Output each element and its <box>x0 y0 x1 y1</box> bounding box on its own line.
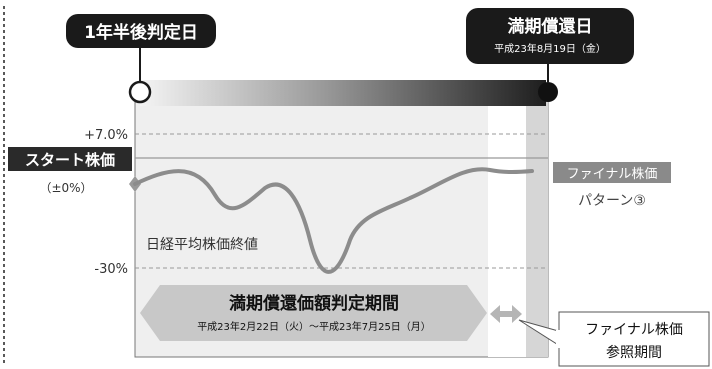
pattern-label: パターン③ <box>578 193 646 209</box>
start-judgment-callout <box>66 14 216 48</box>
time-gradient-bar <box>140 80 546 106</box>
maturity-date: 平成23年8月19日（金） <box>494 42 606 55</box>
start-price-sub: （±0%） <box>39 181 92 195</box>
judgment-period-band <box>140 285 487 341</box>
nikkei-series-line <box>133 167 534 274</box>
final-price-box <box>553 162 671 183</box>
reference-period-line2: 参照期間 <box>606 344 662 361</box>
reference-period-band <box>488 100 526 357</box>
maturity-title: 満期償還日 <box>508 16 593 37</box>
start-marker-icon <box>128 80 152 104</box>
start-price-label: スタート株価 <box>25 151 115 169</box>
reference-period-line1: ファイナル株価 <box>585 322 683 338</box>
judgment-period-dates: 平成23年2月22日（火）～平成23年7月25日（月） <box>197 320 431 333</box>
final-price-label: ファイナル株価 <box>567 167 658 182</box>
reference-double-arrow-icon <box>490 305 522 323</box>
reference-callout-pointer-cover <box>556 330 562 348</box>
series-label: 日経平均株価終値 <box>146 237 258 253</box>
upper-level-label: +7.0% <box>84 128 128 143</box>
reference-period-band-edge <box>526 100 548 357</box>
lower-level-label: -30% <box>94 262 128 277</box>
start-price-box <box>8 147 132 171</box>
maturity-callout <box>466 8 634 64</box>
start-judgment-label: 1年半後判定日 <box>84 22 198 43</box>
end-marker-icon <box>538 82 558 102</box>
judgment-period-title: 満期償還価額判定期間 <box>229 293 399 314</box>
